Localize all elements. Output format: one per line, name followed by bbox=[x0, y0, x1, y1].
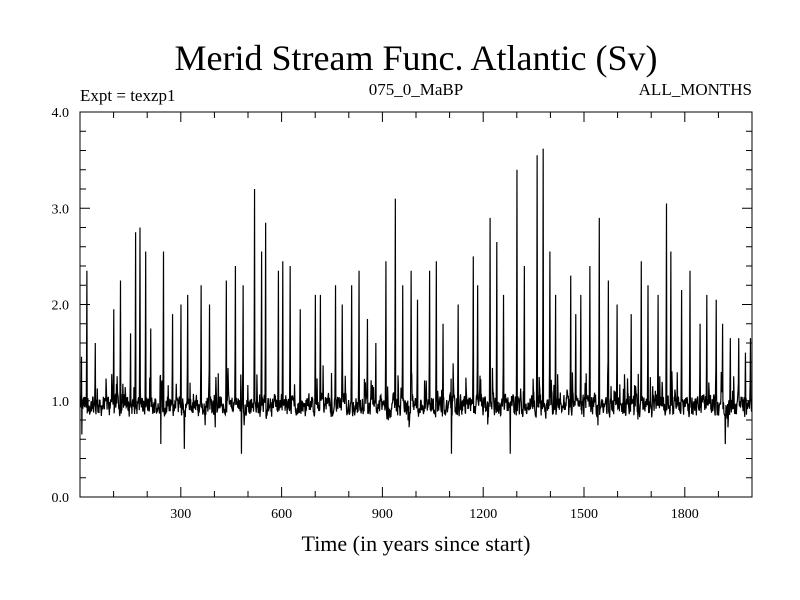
chart-title: Merid Stream Func. Atlantic (Sv) bbox=[175, 38, 658, 78]
axis-ticks bbox=[80, 112, 752, 497]
y-tick-label: 0.0 bbox=[52, 491, 70, 506]
chart-subtitle-run: 075_0_MaBP bbox=[369, 80, 463, 99]
x-tick-label: 1500 bbox=[570, 507, 598, 522]
x-axis-label: Time (in years since start) bbox=[302, 531, 531, 556]
x-tick-label: 600 bbox=[271, 507, 292, 522]
y-tick-label: 3.0 bbox=[52, 202, 70, 217]
x-tick-label: 1800 bbox=[671, 507, 699, 522]
chart-subtitle-months: ALL_MONTHS bbox=[639, 80, 752, 99]
series-layer bbox=[79, 148, 753, 454]
chart-subtitle-experiment: Expt = texzp1 bbox=[80, 86, 176, 105]
x-tick-label: 1200 bbox=[469, 507, 497, 522]
y-tick-label: 1.0 bbox=[52, 395, 70, 410]
series-line bbox=[79, 148, 753, 454]
x-tick-label: 900 bbox=[372, 507, 393, 522]
x-tick-label: 300 bbox=[170, 507, 191, 522]
y-tick-label: 2.0 bbox=[52, 299, 70, 314]
y-tick-label: 4.0 bbox=[52, 106, 70, 121]
axis-tick-labels: 300 600 900 1200 1500 1800 0.0 1.0 2.0 3.0 4.0 bbox=[52, 106, 699, 522]
